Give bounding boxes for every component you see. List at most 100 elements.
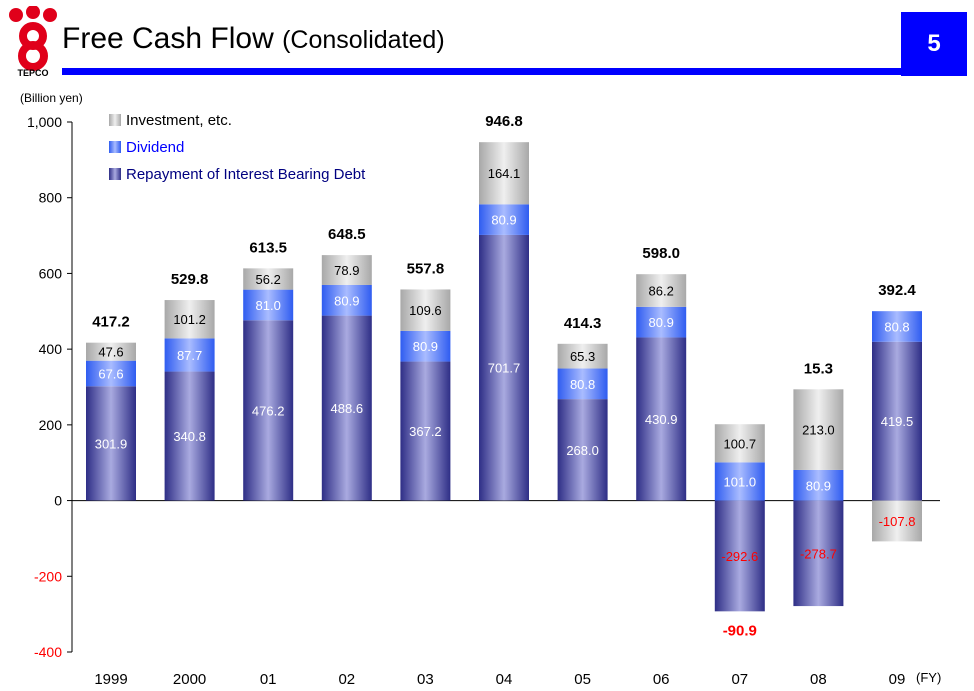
y-tick-label: -400 — [34, 644, 62, 660]
data-labels: 301.9 67.6 47.6 417.2 1999 340.8 87.7 101.2 529.… — [92, 113, 916, 688]
segment-value-label: 80.9 — [649, 315, 674, 330]
segment-value-label: 80.8 — [570, 377, 595, 392]
title-underline — [62, 68, 902, 75]
bar-segment-dividend — [164, 338, 215, 372]
segment-value-label: -292.6 — [721, 549, 758, 564]
title-subtitle: (Consolidated) — [282, 26, 445, 54]
segment-value-label: 67.6 — [98, 366, 123, 381]
x-category-label: 2000 — [173, 671, 206, 688]
bar-segment-investment — [400, 289, 451, 331]
bar-segment-dividend — [793, 469, 844, 501]
segment-value-label: 101.0 — [724, 474, 757, 489]
total-value-label: 417.2 — [92, 314, 130, 331]
bar-segment-dividend — [243, 289, 294, 321]
segment-value-label: 100.7 — [724, 436, 757, 451]
segment-value-label: -278.7 — [800, 546, 837, 561]
bar-segment-investment — [793, 389, 844, 470]
slide-header: TEPCO Free Cash Flow (Consolidated) 5 — [0, 0, 974, 82]
bar-segment-investment — [479, 142, 529, 205]
segment-value-label: 78.9 — [334, 263, 359, 278]
logo-text: TEPCO — [17, 68, 48, 78]
segment-value-label: 430.9 — [645, 412, 678, 427]
legend-item-investment-swatch — [109, 114, 121, 126]
bar-segment-investment — [321, 255, 372, 285]
total-value-label: 557.8 — [407, 260, 445, 277]
segment-value-label: 268.0 — [566, 443, 599, 458]
bar-segment-debt-repayment — [872, 341, 922, 501]
bar-segment-investment — [86, 342, 136, 361]
bar-segment-debt-repayment — [793, 500, 844, 607]
bar-segment-investment — [557, 343, 608, 369]
total-value-label: 414.3 — [564, 315, 602, 332]
legend-item-dividend-swatch — [109, 141, 121, 153]
segment-value-label: 488.6 — [331, 401, 364, 416]
x-category-label: 04 — [496, 671, 513, 688]
bar-segment-debt-repayment — [636, 337, 687, 501]
x-category-label: 05 — [574, 671, 591, 688]
page-number: 5 — [901, 12, 967, 76]
segment-value-label: 86.2 — [649, 284, 674, 299]
bar-segment-dividend — [479, 204, 529, 235]
bar-segment-dividend — [400, 330, 451, 362]
x-axis-unit-label: (FY) — [916, 670, 942, 685]
segment-value-label: 101.2 — [173, 312, 206, 327]
segment-value-label: 56.2 — [256, 272, 281, 287]
bar-segment-dividend — [636, 306, 687, 338]
y-tick-label: 600 — [39, 265, 63, 281]
bar-segment-dividend — [557, 368, 608, 400]
bar-segment-investment — [714, 424, 765, 463]
bar-segment-investment — [872, 500, 922, 542]
x-category-label: 07 — [731, 671, 748, 688]
segment-value-label: 65.3 — [570, 349, 595, 364]
total-value-label: 529.8 — [171, 271, 209, 288]
bar-segment-dividend — [714, 462, 765, 501]
segment-value-label: 367.2 — [409, 424, 442, 439]
bar-segment-investment — [164, 300, 215, 339]
bar-segment-debt-repayment — [243, 320, 294, 501]
legend: Investment, etc. Dividend Repayment of Int… — [109, 112, 366, 183]
segment-value-label: 80.9 — [806, 478, 831, 493]
total-value-label: 613.5 — [249, 239, 287, 256]
segment-value-label: 80.8 — [884, 319, 909, 334]
total-value-label: 15.3 — [804, 360, 833, 377]
bar-segment-debt-repayment — [86, 386, 136, 501]
segment-value-label: 80.9 — [491, 213, 516, 228]
bar-segment-investment — [243, 268, 294, 290]
page-title: Free Cash Flow (Consolidated) — [62, 22, 445, 56]
y-tick-label: 0 — [54, 493, 62, 509]
segment-value-label: 340.8 — [173, 429, 206, 444]
bar-segment-debt-repayment — [164, 371, 215, 501]
x-category-label: 01 — [260, 671, 277, 688]
segment-value-label: 87.7 — [177, 348, 202, 363]
x-category-label: 06 — [653, 671, 670, 688]
total-value-label: 392.4 — [878, 282, 916, 299]
segment-value-label: 80.9 — [413, 339, 438, 354]
segment-value-label: 701.7 — [488, 361, 521, 376]
x-category-label: 1999 — [94, 671, 127, 688]
x-category-label: 08 — [810, 671, 827, 688]
total-value-label: 598.0 — [642, 245, 680, 262]
x-category-label: 09 — [889, 671, 906, 688]
total-value-label: -90.9 — [723, 622, 757, 639]
bar-segment-investment — [636, 274, 687, 307]
y-tick-label: 400 — [39, 341, 63, 357]
y-tick-label: -200 — [34, 568, 62, 584]
segment-value-label: 80.9 — [334, 293, 359, 308]
segment-value-label: 164.1 — [488, 166, 521, 181]
bar-segment-dividend — [86, 360, 136, 387]
tepco-logo: TEPCO — [9, 6, 57, 78]
bar-segment-debt-repayment — [714, 500, 765, 612]
segment-value-label: 419.5 — [881, 414, 914, 429]
y-axis-unit-label: (Billion yen) — [20, 91, 83, 105]
segment-value-label: 213.0 — [802, 423, 835, 438]
bar-segment-dividend — [872, 311, 922, 342]
bar-segment-debt-repayment — [321, 315, 372, 501]
legend-item-debt-repayment-label: Repayment of Interest Bearing Debt — [126, 166, 366, 183]
segment-value-label: -107.8 — [879, 514, 916, 529]
legend-item-investment-label: Investment, etc. — [126, 112, 232, 129]
segment-value-label: 109.6 — [409, 303, 442, 318]
segment-value-label: 301.9 — [95, 436, 128, 451]
bar-segment-debt-repayment — [479, 234, 529, 501]
bars — [86, 142, 922, 612]
